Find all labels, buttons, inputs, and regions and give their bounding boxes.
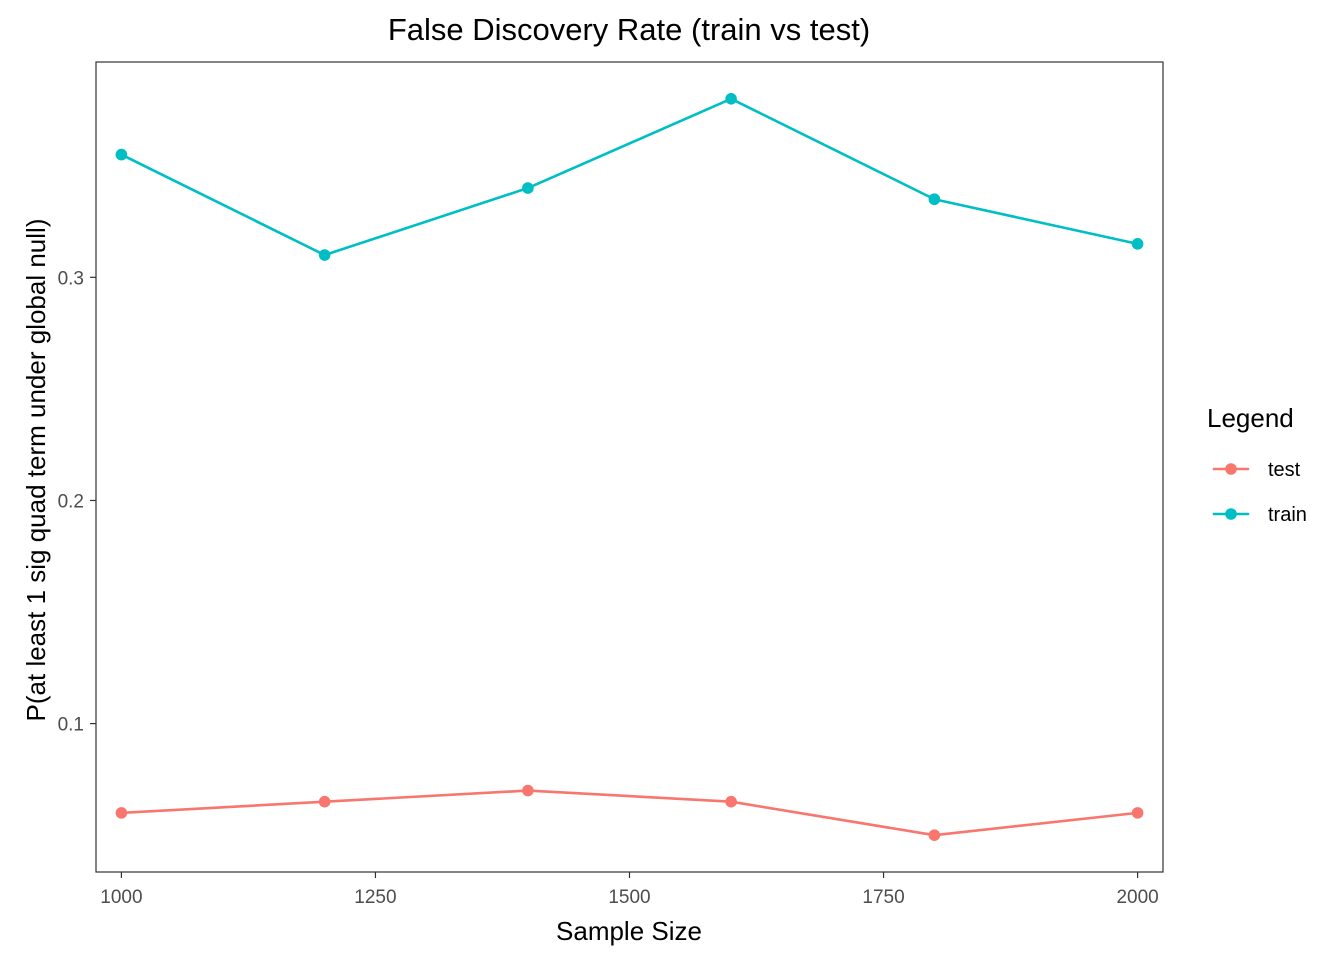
x-tick-label-1750: 1750 — [862, 887, 904, 908]
data-point-train-1000 — [115, 148, 128, 161]
legend-title: Legend — [1207, 403, 1294, 433]
legend-items: test train — [1212, 459, 1307, 526]
series-line-test — [120, 789, 1139, 837]
data-point-train-1800 — [928, 193, 941, 206]
legend: Legend test train — [1207, 403, 1307, 526]
legend-marker-train — [1225, 508, 1237, 520]
legend-label-test: test — [1268, 459, 1301, 481]
data-point-test-1400 — [522, 784, 534, 797]
plot-area — [96, 62, 1163, 872]
y-axis-title: P(at least 1 sig quad term under global … — [21, 219, 51, 722]
data-point-train-1400 — [522, 182, 534, 194]
data-point-test-2000 — [1131, 807, 1144, 819]
y-tick-label-0.3: 0.3 — [58, 268, 84, 289]
legend-marker-test — [1225, 463, 1237, 475]
plot-background — [96, 62, 1163, 872]
data-point-train-1600 — [725, 93, 737, 105]
data-point-train-2000 — [1131, 238, 1144, 250]
x-tick-label-1500: 1500 — [608, 887, 650, 908]
data-point-test-1000 — [115, 807, 128, 819]
series-line-train — [120, 97, 1139, 257]
legend-label-train: train — [1268, 504, 1307, 526]
x-tick-label-2000: 2000 — [1116, 887, 1158, 908]
y-tick-label-0.1: 0.1 — [58, 715, 84, 736]
data-point-test-1200 — [318, 795, 331, 808]
series-layer — [115, 93, 1144, 841]
axis-layer: 1000 1250 1500 1750 2000 0.1 0.2 0.3 — [58, 61, 1164, 908]
x-axis-title: Sample Size — [556, 916, 702, 946]
data-point-test-1800 — [928, 829, 941, 841]
y-tick-label-0.2: 0.2 — [58, 491, 84, 512]
x-tick-label-1000: 1000 — [100, 887, 142, 908]
chart-title: False Discovery Rate (train vs test) — [388, 12, 870, 47]
data-point-test-1600 — [725, 795, 737, 808]
data-point-train-1200 — [318, 249, 331, 261]
x-tick-label-1250: 1250 — [354, 887, 396, 908]
